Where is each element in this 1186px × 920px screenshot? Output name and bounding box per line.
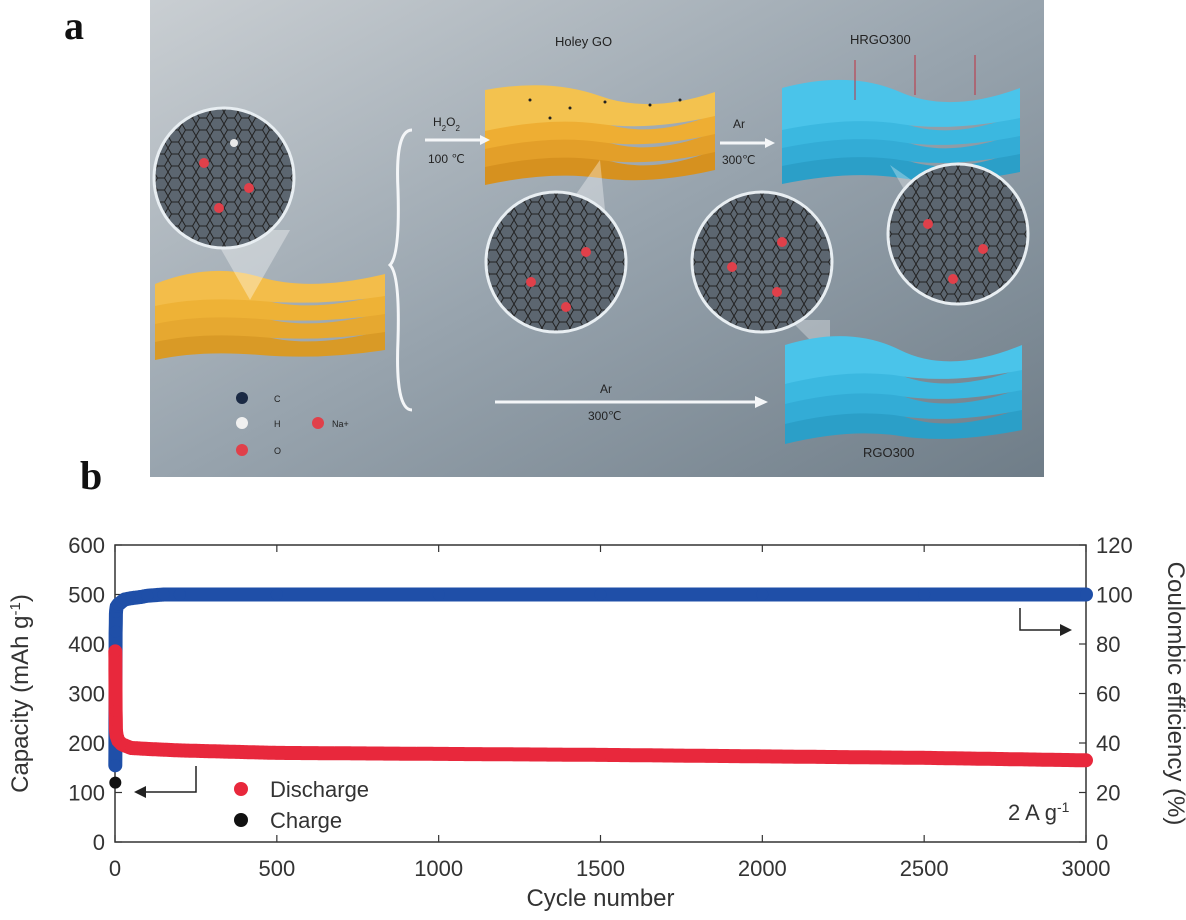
- point-0-7: [125, 592, 138, 605]
- x-axis-label: Cycle number: [526, 885, 674, 912]
- branch-brace: [387, 128, 413, 412]
- y-right-tick-label-1: 20: [1096, 781, 1120, 806]
- hrgo-lattice-magnifier: [886, 162, 1030, 306]
- series-coulombic-efficiency: [108, 587, 1093, 773]
- atom-legend: C H O Na+: [236, 392, 349, 456]
- point-0-17: [1080, 588, 1092, 601]
- x-tick-label-3: 1500: [576, 856, 625, 881]
- y-left-tick-label-3: 300: [68, 682, 105, 707]
- arrow-to-left-axis-head: [134, 786, 146, 798]
- y-right-tick-label-4: 80: [1096, 632, 1120, 657]
- y-left-tick-label-6: 600: [68, 533, 105, 558]
- point-1-12: [594, 748, 607, 761]
- y-right-tick-label-0: 0: [1096, 830, 1108, 855]
- step2-gas: Ar: [733, 117, 745, 131]
- legend-oxygen-dot: [236, 444, 248, 456]
- x-tick-label-0: 0: [109, 856, 121, 881]
- y-right-tick-label-3: 60: [1096, 682, 1120, 707]
- y-right-axis-label: Coulombic efficiency (%): [1162, 562, 1186, 826]
- legend-marker-charge: [234, 813, 248, 827]
- arrow-to-right-axis-head: [1060, 624, 1072, 636]
- legend-hydrogen-dot: [236, 417, 248, 429]
- point-1-13: [756, 750, 769, 763]
- step1-temperature: 100 ℃: [428, 152, 465, 166]
- x-tick-label-5: 2500: [900, 856, 949, 881]
- legend-oxygen-label: O: [274, 446, 281, 456]
- series-charge: [109, 776, 122, 789]
- point-1-11: [432, 747, 445, 760]
- point-1-7: [125, 741, 138, 754]
- series-discharge: [108, 644, 1093, 768]
- rgo-stack: [785, 336, 1022, 444]
- step1-reagent: H2O2: [433, 115, 460, 133]
- y-right-tick-label-5: 100: [1096, 583, 1133, 608]
- point-0-11: [173, 588, 186, 601]
- point-1-1: [109, 704, 122, 717]
- synthesis-schematic: Holey GO H2O2 100 ℃ Ar 300℃ HRGO300: [150, 0, 1044, 477]
- x-tick-label-1: 500: [258, 856, 295, 881]
- point-0-9: [141, 589, 154, 602]
- series-band-1: [108, 644, 1093, 768]
- rate-annotation: 2 A g-1: [1008, 799, 1070, 825]
- y-left-tick-label-5: 500: [68, 583, 105, 608]
- legend-label-charge: Charge: [270, 808, 342, 833]
- point-0-16: [918, 588, 931, 601]
- y-right-tick-label-6: 120: [1096, 533, 1133, 558]
- y-left-axis-label: Capacity (mAh g-1): [7, 594, 35, 793]
- point-0-14: [594, 588, 607, 601]
- panel-label-a: a: [64, 3, 84, 48]
- point-2-0: [109, 776, 122, 789]
- point-1-14: [918, 751, 931, 764]
- point-0-0: [109, 759, 122, 772]
- point-0-1: [109, 625, 122, 638]
- legend-hydrogen-label: H: [274, 419, 281, 429]
- legend-sodium-label: Na+: [332, 419, 349, 429]
- point-1-9: [173, 744, 186, 757]
- hrgo-label: HRGO300: [850, 32, 911, 47]
- legend-carbon-dot: [236, 392, 248, 404]
- legend-carbon-label: C: [274, 394, 281, 404]
- point-0-12: [270, 588, 283, 601]
- y-left-tick-label-0: 0: [93, 830, 105, 855]
- rgo-label: RGO300: [863, 445, 914, 460]
- step3-gas: Ar: [600, 382, 612, 396]
- point-1-15: [1080, 754, 1092, 767]
- point-1-0: [109, 645, 122, 658]
- legend-label-discharge: Discharge: [270, 777, 369, 802]
- legend-marker-discharge: [234, 782, 248, 796]
- go-lattice-magnifier: [152, 106, 296, 250]
- rgo-lattice-magnifier: [690, 190, 834, 334]
- step2-temperature: 300℃: [722, 153, 756, 167]
- panel-label-b: b: [80, 453, 103, 498]
- y-left-tick-label-4: 400: [68, 632, 105, 657]
- x-tick-label-6: 3000: [1062, 856, 1111, 881]
- point-0-13: [432, 588, 445, 601]
- arrow-to-left-axis: [140, 766, 197, 793]
- y-left-tick-label-2: 200: [68, 731, 105, 756]
- step3-temperature: 300℃: [588, 409, 622, 423]
- legend-sodium-dot: [312, 417, 324, 429]
- x-tick-label-4: 2000: [738, 856, 787, 881]
- holey-go-label: Holey GO: [555, 34, 612, 49]
- y-left-tick-label-1: 100: [68, 781, 105, 806]
- series-band-0: [108, 587, 1093, 773]
- y-right-tick-label-2: 40: [1096, 731, 1120, 756]
- point-0-10: [157, 588, 170, 601]
- x-tick-label-2: 1000: [414, 856, 463, 881]
- cycling-chart: 0 500 1000 1500 2000 2500 30000100200300400500…: [7, 533, 1186, 912]
- go-stack: [155, 270, 385, 360]
- point-1-10: [270, 746, 283, 759]
- arrow-to-right-axis: [1019, 608, 1066, 631]
- point-1-8: [141, 742, 154, 755]
- holey-go-lattice-magnifier: [484, 190, 628, 334]
- point-0-15: [756, 588, 769, 601]
- holey-go-stack: [485, 85, 715, 185]
